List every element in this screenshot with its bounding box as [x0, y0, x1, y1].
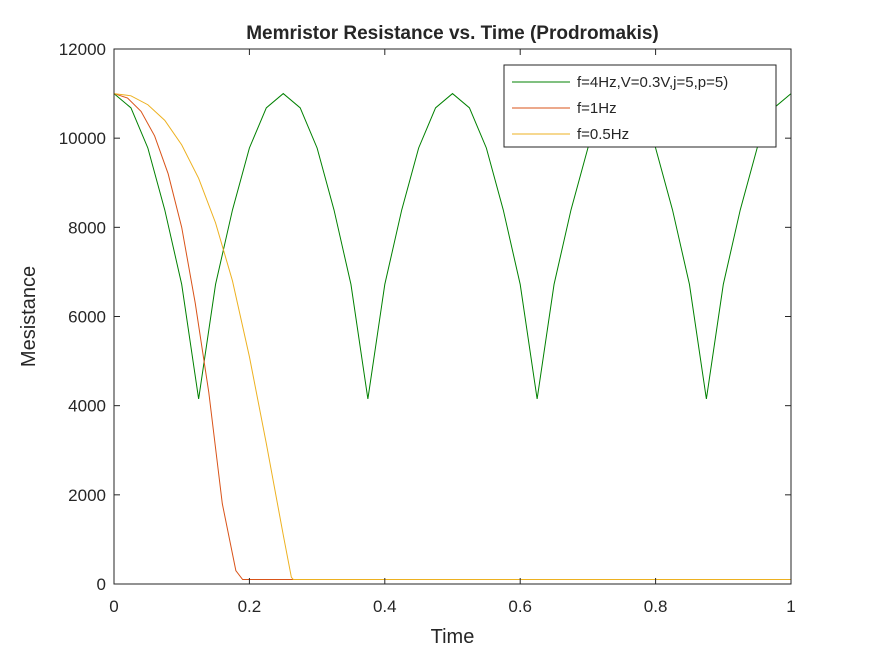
series-line-1	[113, 92, 792, 400]
y-tick-label: 10000	[59, 129, 106, 148]
y-tick-label: 8000	[68, 218, 106, 237]
axes-layer: 0 0.2 0.4 0.6 0.8 1 0 2000 4000 6000 8000 10000 1200…	[59, 40, 796, 616]
x-tick-label: 0.2	[238, 597, 262, 616]
y-tick-label: 4000	[68, 397, 106, 416]
x-tick-label: 1	[786, 597, 795, 616]
x-tick-label: 0	[109, 597, 118, 616]
x-axis-label: Time	[431, 626, 475, 648]
x-tick-label: 0.8	[644, 597, 668, 616]
y-axis-label: Mesistance	[18, 266, 40, 367]
y-tick-label: 12000	[59, 40, 106, 59]
legend-box	[503, 64, 777, 148]
y-tick-label: 6000	[68, 308, 106, 327]
series-line-3	[113, 93, 791, 581]
legend-label-1: f=4Hz,V=0.3V,j=5,p=5)	[577, 74, 728, 91]
y-tick-label: 0	[97, 575, 106, 594]
legend-label-2: f=1Hz	[577, 100, 617, 117]
chart-title: Memristor Resistance vs. Time (Prodromak…	[246, 23, 659, 44]
x-tick-label: 0.6	[508, 597, 532, 616]
x-tick-label: 0.4	[373, 597, 397, 616]
y-tick-label: 2000	[68, 486, 106, 505]
legend: f=4Hz,V=0.3V,j=5,p=5) f=1Hz f=0.5Hz	[503, 64, 777, 148]
legend-label-3: f=0.5Hz	[577, 126, 629, 143]
